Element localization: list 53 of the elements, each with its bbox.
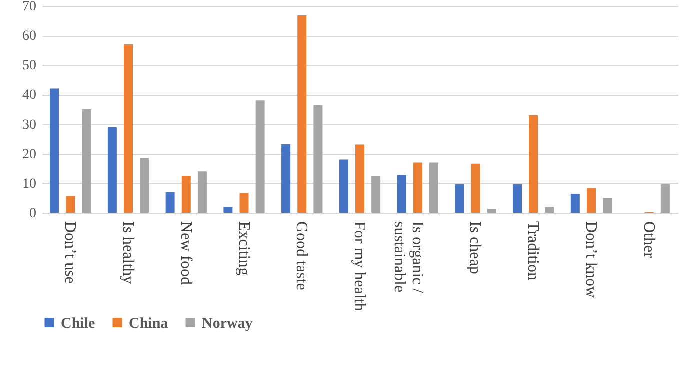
bar [198, 172, 207, 213]
bar [545, 207, 554, 213]
x-tick-label: Is healthy [120, 222, 137, 284]
bar [224, 207, 233, 213]
bar [429, 162, 438, 213]
bar [256, 100, 265, 213]
bar [140, 158, 150, 213]
bar [298, 15, 307, 213]
bar [240, 193, 249, 213]
bar [471, 164, 480, 213]
bar [529, 115, 538, 213]
x-tick-label: Exciting [235, 222, 252, 276]
y-tick-label: 70 [22, 0, 36, 14]
x-tick-label: Is cheap [466, 222, 484, 274]
bar [66, 196, 76, 213]
x-tick-label: New food [177, 222, 194, 286]
x-tick-label: Don’t use [62, 222, 79, 284]
bar [487, 209, 496, 213]
bar [82, 110, 92, 213]
y-tick-label: 60 [22, 29, 36, 44]
legend-label: China [129, 316, 169, 332]
legend-label: Chile [61, 316, 96, 332]
y-tick-label: 20 [22, 147, 36, 162]
bar [166, 192, 175, 213]
bar [108, 127, 117, 213]
y-tick-label: 50 [22, 58, 36, 74]
bar [455, 184, 464, 213]
bar [314, 105, 323, 213]
x-tick-label: Is organic / sustainable [390, 222, 426, 294]
bar [124, 44, 134, 213]
x-tick-label: Don’t know [582, 222, 600, 299]
bar [570, 194, 580, 213]
x-tick-label: Good taste [293, 222, 310, 290]
bar [660, 184, 670, 213]
y-tick-label: 10 [22, 176, 36, 192]
bar [413, 162, 422, 213]
bar [372, 176, 381, 213]
x-tick-label: For my health [351, 222, 368, 312]
bar [397, 175, 406, 213]
bar [586, 188, 596, 213]
bar [339, 160, 348, 213]
bar [182, 176, 191, 213]
bar [356, 144, 364, 213]
bar [603, 198, 612, 213]
bar [50, 88, 60, 213]
bar [282, 144, 291, 213]
x-tick-label: Tradition [524, 222, 542, 280]
bar [513, 184, 522, 213]
y-tick-label: 30 [22, 118, 36, 133]
x-tick-label: Other [640, 222, 658, 259]
y-tick-label: 40 [22, 88, 36, 104]
legend-label: Norway [202, 316, 254, 332]
y-tick-label: 0 [30, 206, 36, 222]
